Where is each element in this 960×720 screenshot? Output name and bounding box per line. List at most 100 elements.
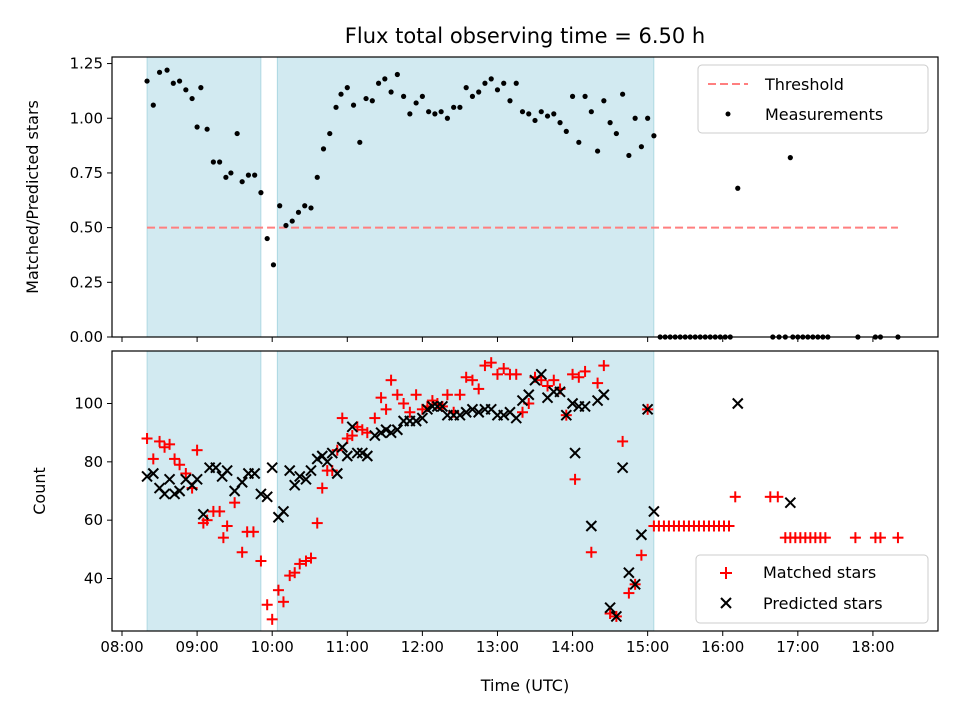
matched-star-point xyxy=(375,392,387,404)
matched-star-point xyxy=(369,412,381,424)
matched-star-point xyxy=(892,532,904,544)
bottom-legend: Matched stars Predicted stars xyxy=(695,554,929,624)
predicted-star-point xyxy=(266,461,278,474)
predicted-star-point xyxy=(604,601,616,614)
predicted-star-point xyxy=(284,464,296,477)
measurement-point xyxy=(333,104,339,110)
measurement-point xyxy=(463,85,469,91)
predicted-star-point xyxy=(147,467,160,480)
x-tick-label: 12:00 xyxy=(401,638,444,656)
predicted-star-point xyxy=(732,397,744,410)
predicted-star-point xyxy=(158,488,171,500)
measurement-point xyxy=(357,139,363,145)
legend-predicted-swatch xyxy=(720,597,732,609)
top-y-axis-label: Matched/Predicted stars xyxy=(23,100,42,294)
measurement-point xyxy=(426,109,432,115)
bottom-points xyxy=(141,357,904,625)
predicted-star-point xyxy=(416,412,429,424)
matched-star-point xyxy=(819,532,831,544)
predicted-star-point xyxy=(641,403,654,416)
matched-star-point xyxy=(454,389,466,401)
measurement-point xyxy=(388,89,394,95)
predicted-star-point xyxy=(248,467,261,480)
predicted-star-point xyxy=(635,529,648,541)
measurement-point xyxy=(588,109,594,115)
predicted-star-point xyxy=(221,464,233,477)
measurement-point xyxy=(308,205,314,211)
matched-star-point xyxy=(311,517,323,529)
y-tick-label: 1.00 xyxy=(70,109,103,127)
measurement-point xyxy=(277,203,283,209)
measurement-point xyxy=(270,262,277,268)
matched-star-point xyxy=(573,371,585,383)
matched-star-point xyxy=(174,459,186,471)
y-tick-label: 40 xyxy=(84,570,103,588)
legend-measurements-label: Measurements xyxy=(765,105,883,124)
y-tick-label: 100 xyxy=(74,395,103,413)
matched-star-point xyxy=(598,360,610,372)
measurement-point xyxy=(363,95,369,102)
measurement-point xyxy=(482,80,488,86)
matched-star-point xyxy=(729,491,741,503)
measurement-point xyxy=(507,98,513,104)
matched-star-point xyxy=(316,482,328,494)
predicted-star-point xyxy=(277,505,290,518)
measurement-point xyxy=(438,109,444,115)
measurement-point xyxy=(569,93,576,99)
measurement-point xyxy=(239,179,245,185)
predicted-star-point xyxy=(598,389,610,401)
measurement-point xyxy=(620,91,626,97)
matched-star-point xyxy=(491,368,503,380)
measurement-point xyxy=(407,111,413,117)
predicted-star-point xyxy=(391,424,404,436)
predicted-star-point xyxy=(610,610,623,623)
matched-star-point xyxy=(510,368,522,380)
shaded-interval xyxy=(276,56,655,338)
predicted-star-point xyxy=(336,441,348,453)
top-panel: 0.00 0.25 0.50 0.75 1.00 1.25 Matched/Predict… xyxy=(23,55,939,346)
predicted-star-point xyxy=(294,470,306,483)
matched-star-point xyxy=(277,596,289,608)
predicted-star-point xyxy=(510,412,522,424)
matched-star-point xyxy=(229,497,241,509)
matched-star-point xyxy=(473,383,485,395)
measurement-point xyxy=(264,235,270,242)
y-tick-label: 60 xyxy=(84,511,103,529)
measurement-point xyxy=(787,155,793,161)
measurement-point xyxy=(204,126,210,132)
measurement-point xyxy=(194,124,200,130)
predicted-star-point xyxy=(326,447,338,459)
matched-star-point xyxy=(404,406,416,418)
predicted-star-point xyxy=(361,450,374,462)
predicted-star-point xyxy=(560,409,573,421)
predicted-star-point xyxy=(629,578,641,591)
x-tick-label: 10:00 xyxy=(251,638,294,656)
measurement-point xyxy=(513,80,519,86)
predicted-star-point xyxy=(585,520,598,532)
chart-title: Flux total observing time = 6.50 h xyxy=(345,24,705,48)
matched-star-point xyxy=(498,363,510,374)
measurement-point xyxy=(164,67,170,73)
x-tick-label: 16:00 xyxy=(701,638,744,656)
measurement-point xyxy=(375,80,382,86)
matched-star-point xyxy=(247,526,259,538)
measurement-point xyxy=(150,102,156,108)
measurement-point xyxy=(295,209,302,215)
measurement-point xyxy=(735,185,741,191)
measurement-point xyxy=(217,159,223,165)
x-tick-label: 18:00 xyxy=(851,638,894,656)
measurement-point xyxy=(538,109,544,115)
matched-star-point xyxy=(336,412,348,424)
measurement-point xyxy=(289,218,295,224)
predicted-star-point xyxy=(784,496,797,509)
measurement-point xyxy=(189,95,195,102)
matched-star-point xyxy=(391,389,403,401)
predicted-star-point xyxy=(579,400,591,413)
matched-star-point xyxy=(180,468,192,479)
top-yticks: 0.00 0.25 0.50 0.75 1.00 1.25 xyxy=(70,55,112,346)
shaded-interval xyxy=(276,350,655,632)
measurement-point xyxy=(551,111,557,117)
predicted-star-point xyxy=(369,429,381,442)
y-tick-label: 80 xyxy=(84,453,103,471)
predicted-star-point xyxy=(426,400,439,413)
